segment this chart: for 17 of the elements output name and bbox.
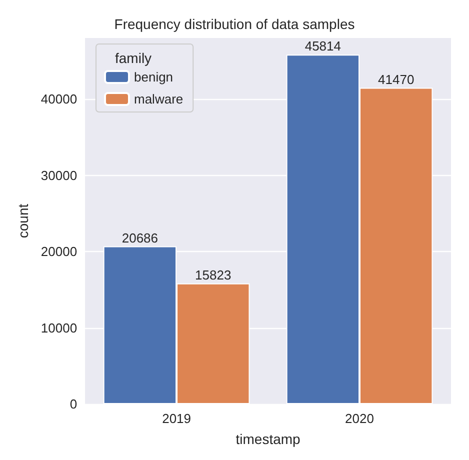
y-tick-label: 30000 <box>40 168 78 183</box>
data-label: 20686 <box>122 230 158 246</box>
data-label: 45814 <box>304 38 341 54</box>
y-tick-label: 10000 <box>40 320 78 336</box>
x-axis-title: timestamp <box>236 431 301 447</box>
y-tick-label: 20000 <box>40 244 78 259</box>
legend-label: malware <box>134 92 184 106</box>
data-label: 15823 <box>195 267 232 282</box>
y-tick-label: 0 <box>70 396 78 412</box>
y-axis-title: count <box>15 204 31 238</box>
x-tick-label: 2019 <box>162 411 191 426</box>
x-tick-label: 2020 <box>345 411 374 426</box>
legend-label: benign <box>134 70 174 84</box>
legend-title: family <box>115 50 152 66</box>
data-label: 41470 <box>378 72 414 87</box>
y-tick-label: 40000 <box>40 92 78 106</box>
chart-title: Frequency distribution of data samples <box>114 16 355 32</box>
